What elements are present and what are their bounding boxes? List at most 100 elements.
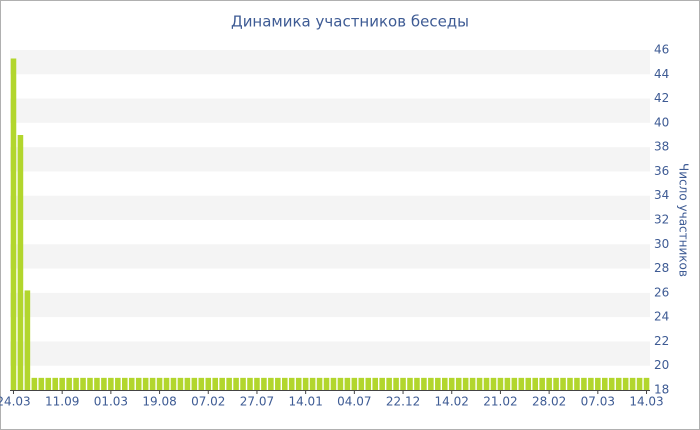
x-tick-label: 07.03 <box>581 395 615 409</box>
bar <box>372 377 378 390</box>
bar <box>268 377 274 390</box>
bar <box>101 377 107 390</box>
bar <box>10 58 17 390</box>
grid-band <box>10 292 650 318</box>
bar <box>428 377 434 390</box>
bar <box>288 377 295 390</box>
bar <box>309 377 316 390</box>
bar <box>80 377 86 390</box>
y-tick-label: 28 <box>654 261 669 275</box>
grid-band <box>10 98 650 123</box>
bar <box>198 377 205 390</box>
bar <box>595 377 601 390</box>
y-tick-label: 34 <box>654 188 669 202</box>
bar <box>323 377 330 390</box>
bar <box>128 377 135 390</box>
bar <box>386 377 392 390</box>
y-tick-label: 38 <box>654 140 669 154</box>
y-tick-label: 46 <box>654 43 669 57</box>
y-tick-label: 24 <box>654 310 669 324</box>
bar <box>497 377 504 390</box>
bar <box>615 377 622 390</box>
x-tick-label: 11.09 <box>45 395 79 409</box>
bar <box>490 377 497 390</box>
x-tick-label: 28.02 <box>532 395 566 409</box>
bar <box>191 377 198 390</box>
bar <box>365 377 372 390</box>
bar <box>282 377 288 390</box>
bar <box>275 377 281 390</box>
x-tick-label: 14.01 <box>288 395 322 409</box>
bar <box>240 377 246 390</box>
bar <box>122 377 128 390</box>
bar <box>156 377 163 390</box>
bar <box>588 377 594 390</box>
y-tick-label: 26 <box>654 285 669 299</box>
y-axis-title: Число участников <box>677 163 691 277</box>
bar <box>94 377 100 390</box>
bar <box>483 377 490 390</box>
bar <box>66 377 72 390</box>
x-tick-label: 24.03 <box>0 395 31 409</box>
bar <box>149 377 156 390</box>
bar <box>226 377 232 390</box>
bar <box>525 377 532 390</box>
bar <box>608 377 615 390</box>
bar <box>295 377 302 390</box>
y-tick-label: 36 <box>654 164 669 178</box>
bar <box>24 290 31 390</box>
x-tick-label: 01.03 <box>94 395 128 409</box>
bar <box>393 377 399 390</box>
bar <box>504 377 511 390</box>
bar <box>330 377 337 390</box>
bar <box>379 377 385 390</box>
bar <box>247 377 253 390</box>
y-tick-label: 32 <box>654 213 669 227</box>
bar <box>163 377 170 390</box>
bar <box>414 377 420 390</box>
bar <box>337 377 344 390</box>
bar <box>546 377 552 390</box>
grid-band <box>10 244 650 269</box>
bar <box>581 377 587 390</box>
bar <box>629 377 636 390</box>
bar <box>38 377 45 390</box>
x-tick-label: 27.07 <box>240 395 274 409</box>
bar <box>560 377 566 390</box>
y-tick-label: 22 <box>654 334 669 348</box>
bar <box>476 377 483 390</box>
bar <box>45 377 52 390</box>
bar <box>358 377 365 390</box>
bar <box>344 377 351 390</box>
y-tick-label: 42 <box>654 91 669 105</box>
bar <box>177 377 184 390</box>
bar <box>448 377 455 390</box>
grid-band <box>10 147 650 172</box>
grid-band <box>10 341 650 366</box>
bar <box>212 377 218 390</box>
y-tick-label: 30 <box>654 237 669 251</box>
bar <box>108 377 114 390</box>
bar <box>435 377 441 390</box>
bar <box>254 377 260 390</box>
grid-band <box>10 50 650 75</box>
y-tick-label: 20 <box>654 358 669 372</box>
y-tick-label: 18 <box>654 383 669 397</box>
bar <box>622 377 629 390</box>
y-tick-label: 44 <box>654 67 669 81</box>
x-tick-label: 19.08 <box>142 395 176 409</box>
bar <box>442 377 448 390</box>
bar <box>643 377 650 390</box>
x-tick-label: 07.02 <box>191 395 225 409</box>
bar <box>170 377 177 390</box>
y-tick-label: 40 <box>654 115 669 129</box>
bar <box>233 377 239 390</box>
bar <box>184 377 191 390</box>
grid-band <box>10 195 650 220</box>
bar <box>31 377 38 390</box>
bar <box>602 377 608 390</box>
bar <box>539 377 545 390</box>
bar <box>87 377 93 390</box>
bar <box>302 377 309 390</box>
bar <box>567 377 573 390</box>
